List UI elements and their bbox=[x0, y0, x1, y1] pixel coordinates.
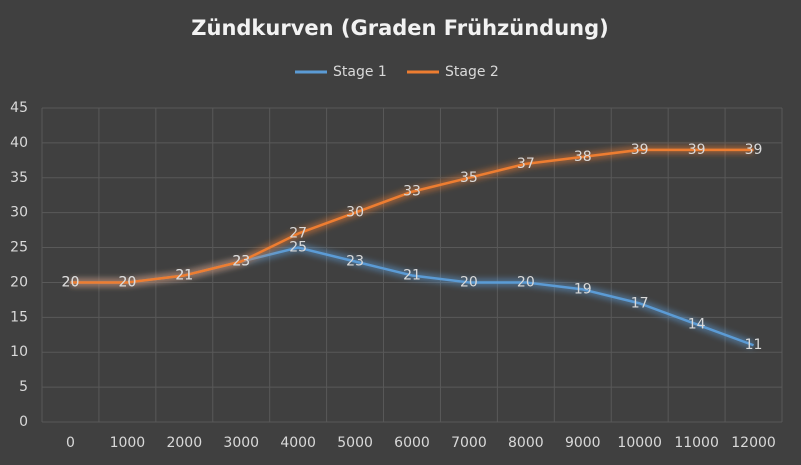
data-label: 19 bbox=[574, 281, 592, 297]
data-label: 17 bbox=[631, 295, 649, 311]
x-tick-label: 9000 bbox=[565, 435, 601, 451]
y-tick-label: 40 bbox=[10, 135, 28, 151]
data-label: 30 bbox=[346, 205, 364, 221]
data-label: 23 bbox=[346, 254, 364, 270]
x-tick-label: 12000 bbox=[731, 435, 776, 451]
legend-label: Stage 1 bbox=[333, 64, 387, 80]
data-label: 27 bbox=[289, 226, 307, 242]
chart-title: Zündkurven (Graden Frühzündung) bbox=[191, 16, 608, 40]
data-label: 23 bbox=[232, 254, 250, 270]
x-tick-label: 5000 bbox=[337, 435, 373, 451]
data-label: 38 bbox=[574, 149, 592, 165]
y-tick-label: 25 bbox=[10, 240, 28, 256]
data-label: 11 bbox=[745, 337, 763, 353]
data-label: 21 bbox=[403, 267, 421, 283]
data-label: 25 bbox=[289, 240, 307, 256]
data-label: 39 bbox=[688, 142, 706, 158]
y-tick-label: 15 bbox=[10, 309, 28, 325]
y-tick-label: 0 bbox=[19, 414, 28, 430]
data-label: 21 bbox=[175, 267, 193, 283]
y-tick-label: 20 bbox=[10, 274, 28, 290]
data-label: 23 bbox=[232, 254, 250, 270]
y-tick-label: 5 bbox=[19, 379, 28, 395]
x-tick-label: 2000 bbox=[166, 435, 202, 451]
data-label: 33 bbox=[403, 184, 421, 200]
data-label: 35 bbox=[460, 170, 478, 186]
data-label: 20 bbox=[460, 274, 478, 290]
x-tick-label: 8000 bbox=[508, 435, 544, 451]
legend-label: Stage 2 bbox=[445, 64, 499, 80]
data-label: 20 bbox=[118, 274, 136, 290]
y-tick-label: 30 bbox=[10, 205, 28, 221]
data-label: 14 bbox=[688, 316, 706, 332]
y-tick-label: 45 bbox=[10, 100, 28, 116]
data-label: 21 bbox=[175, 267, 193, 283]
data-label: 20 bbox=[517, 274, 535, 290]
line bbox=[70, 148, 754, 284]
data-label: 39 bbox=[631, 142, 649, 158]
y-tick-label: 10 bbox=[10, 344, 28, 360]
x-tick-label: 6000 bbox=[394, 435, 430, 451]
x-tick-label: 1000 bbox=[110, 435, 146, 451]
data-label: 20 bbox=[118, 274, 136, 290]
x-tick-label: 3000 bbox=[223, 435, 259, 451]
x-tick-label: 10000 bbox=[617, 435, 662, 451]
data-label: 37 bbox=[517, 156, 535, 172]
x-tick-label: 7000 bbox=[451, 435, 487, 451]
x-tick-label: 4000 bbox=[280, 435, 316, 451]
y-tick-label: 35 bbox=[10, 170, 28, 186]
x-tick-label: 11000 bbox=[674, 435, 719, 451]
data-label: 20 bbox=[62, 274, 80, 290]
data-label: 39 bbox=[745, 142, 763, 158]
x-tick-label: 0 bbox=[66, 435, 75, 451]
data-label: 20 bbox=[62, 274, 80, 290]
